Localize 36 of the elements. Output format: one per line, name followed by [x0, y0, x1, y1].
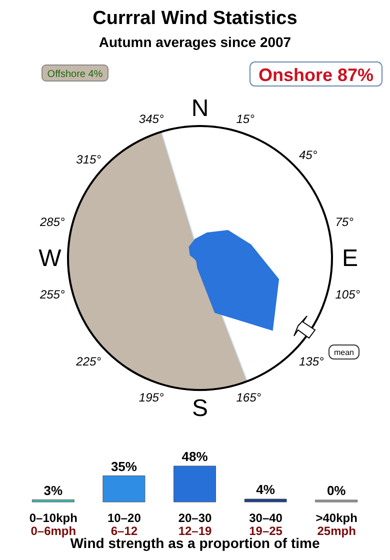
- spoke-label: 105°: [335, 287, 360, 302]
- text: Onshore 87%: [258, 65, 374, 85]
- bar: [244, 498, 287, 502]
- spoke-label: 75°: [335, 215, 354, 230]
- x-tick-label: 10–20 6–12: [108, 511, 142, 538]
- data-label: 3%: [44, 482, 63, 498]
- spoke-label: 315°: [76, 152, 102, 166]
- spoke-label: 195°: [138, 390, 164, 405]
- text: W: [38, 245, 62, 272]
- spoke-label: 15°: [236, 112, 255, 126]
- text: N: [191, 95, 209, 122]
- chart-subtitle: Autumn averages since 2007: [98, 34, 292, 50]
- text: E: [342, 245, 358, 272]
- x-tick-label: 30–40 19–25: [249, 511, 283, 538]
- spoke-label: 225°: [75, 354, 102, 369]
- bar: [32, 500, 74, 502]
- spoke-label: 285°: [38, 215, 65, 230]
- x-tick-label: 20–30 12–19: [178, 511, 212, 538]
- spoke-label: 165°: [236, 390, 262, 405]
- data-label: 48%: [182, 449, 208, 464]
- spoke-label: 345°: [138, 112, 164, 126]
- data-label: 4%: [256, 482, 276, 497]
- x-axis-title: Wind strength as a proportion of time: [70, 535, 320, 551]
- spoke-label: 255°: [38, 287, 65, 302]
- text: Offshore 4%: [47, 69, 103, 80]
- spoke-label: 135°: [298, 354, 324, 369]
- x-tick-label: 0–10kph 0–6mph: [29, 511, 78, 538]
- data-label: 35%: [110, 458, 138, 474]
- bar: [174, 466, 216, 502]
- data-label: 0%: [326, 483, 346, 498]
- x-tick-label: >40kph 25mph: [316, 511, 358, 538]
- text: mean: [334, 348, 354, 357]
- spoke-label: 45°: [298, 148, 318, 162]
- chart-title: Currral Wind Statistics: [92, 8, 298, 29]
- text: S: [192, 395, 208, 422]
- bar: [102, 476, 146, 502]
